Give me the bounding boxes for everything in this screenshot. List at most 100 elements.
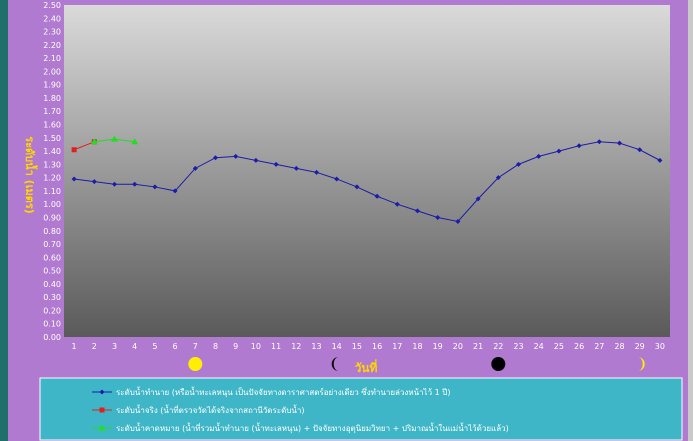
y-tick-label: 1.50 (43, 134, 61, 143)
x-tick-label: 19 (433, 342, 443, 351)
data-point (98, 424, 106, 431)
moon-phase-layer (188, 357, 645, 371)
data-point (253, 157, 259, 163)
x-tick-label: 25 (554, 342, 564, 351)
data-point (637, 147, 643, 153)
y-axis-label: ระดับน้ำ (เมตร) (23, 136, 38, 214)
legend-entry: ระดับน้ำคาดหมาย (น้ำที่รวมน้ำทำนาย (น้ำท… (92, 422, 509, 433)
data-point (354, 184, 360, 190)
last-quarter-moon-icon (331, 357, 339, 371)
legend-entry: ระดับน้ำจริง (น้ำที่ตรวจวัดได้จริงจากสถา… (92, 404, 304, 415)
series-line (74, 141, 661, 223)
data-point (172, 188, 178, 194)
y-tick-label: 0.60 (43, 253, 61, 262)
data-point (435, 214, 441, 220)
y-tick-label: 0.10 (43, 320, 61, 329)
series-line (73, 141, 95, 151)
x-tick-label: 16 (372, 342, 382, 351)
y-tick-label: 2.20 (43, 41, 61, 50)
legend-label: ระดับน้ำคาดหมาย (น้ำที่รวมน้ำทำนาย (น้ำท… (116, 422, 509, 433)
y-tick-label: 1.10 (43, 187, 61, 196)
series-layer (71, 135, 663, 224)
data-point (314, 169, 319, 175)
x-tick-label: 26 (574, 342, 584, 351)
x-tick-label: 5 (152, 342, 157, 351)
x-tick-label: 28 (614, 342, 624, 351)
data-point (475, 196, 481, 202)
y-tick-label: 2.40 (43, 14, 61, 23)
data-point (596, 139, 602, 145)
data-point (71, 176, 77, 182)
new-moon-icon (491, 357, 506, 371)
y-tick-label: 1.90 (43, 81, 61, 90)
y-tick-label: 0.90 (43, 213, 61, 222)
x-tick-label: 8 (213, 342, 218, 351)
y-tick-label: 1.20 (43, 174, 61, 183)
x-tick-label: 9 (233, 342, 238, 351)
data-point (91, 179, 97, 185)
x-tick-label: 1 (72, 342, 77, 351)
data-point (192, 165, 198, 171)
data-point (152, 184, 158, 190)
x-tick-label: 4 (132, 342, 137, 351)
y-tick-label: 2.30 (43, 28, 61, 37)
x-tick-label: 23 (513, 342, 523, 351)
y-axis-ticks: 0.00 0.10 0.20 0.30 0.40 0.50 0.60 0.70 0.80 0.90… (43, 1, 61, 342)
x-tick-label: 21 (473, 342, 483, 351)
data-point (90, 138, 98, 145)
x-axis-label: วันที่ (355, 359, 378, 375)
data-point (132, 181, 138, 187)
full-moon-icon (188, 357, 203, 371)
y-tick-label: 1.70 (43, 107, 61, 116)
y-tick-label: 2.10 (43, 54, 61, 63)
right-border (688, 0, 693, 441)
y-tick-label: 0.40 (43, 280, 61, 289)
plot-area (64, 5, 670, 337)
legend-label: ระดับน้ำทำนาย (หรือน้ำทะเลหนุน เป็นปัจจั… (116, 386, 450, 397)
x-tick-label: 27 (594, 342, 604, 351)
data-point (293, 165, 299, 171)
data-point (455, 218, 461, 224)
x-tick-label: 29 (635, 342, 645, 351)
x-tick-label: 22 (493, 342, 503, 351)
data-point (71, 147, 77, 153)
x-tick-label: 12 (291, 342, 301, 351)
x-tick-label: 7 (193, 342, 198, 351)
x-tick-label: 2 (92, 342, 97, 351)
first-quarter-moon-icon (637, 357, 645, 371)
x-tick-label: 18 (412, 342, 422, 351)
y-tick-label: 0.20 (43, 306, 61, 315)
data-point (495, 175, 501, 181)
y-tick-label: 0.70 (43, 240, 61, 249)
data-point (233, 153, 239, 159)
data-point (415, 208, 420, 214)
x-tick-label: 20 (453, 342, 463, 351)
x-tick-label: 11 (271, 342, 281, 351)
x-tick-label: 17 (392, 342, 402, 351)
x-tick-label: 30 (655, 342, 665, 351)
y-tick-label: 1.60 (43, 121, 61, 130)
x-axis-ticks: 1 2 3 4 5 6 7 8 9 10 11 12 13 14 15 16 17 18 19 20 21 22 23 24 2… (72, 342, 665, 351)
data-point (516, 161, 521, 167)
data-point (394, 201, 400, 207)
data-point (617, 140, 622, 146)
x-tick-label: 10 (251, 342, 261, 351)
legend: ระดับน้ำทำนาย (หรือน้ำทะเลหนุน เป็นปัจจั… (92, 386, 509, 433)
x-tick-label: 6 (173, 342, 178, 351)
y-tick-label: 1.30 (43, 160, 61, 169)
y-tick-label: 1.00 (43, 200, 61, 209)
data-point (657, 157, 663, 163)
legend-box (39, 377, 683, 441)
legend-label: ระดับน้ำจริง (น้ำที่ตรวจวัดได้จริงจากสถา… (116, 404, 304, 415)
data-point (112, 181, 117, 187)
data-point (99, 389, 105, 395)
data-point (273, 161, 279, 167)
x-tick-label: 3 (112, 342, 117, 351)
y-tick-label: 0.80 (43, 227, 61, 236)
y-tick-label: 0.50 (43, 267, 61, 276)
series (90, 135, 139, 145)
left-border (0, 0, 8, 441)
data-point (99, 407, 105, 413)
y-tick-label: 1.80 (43, 94, 61, 103)
